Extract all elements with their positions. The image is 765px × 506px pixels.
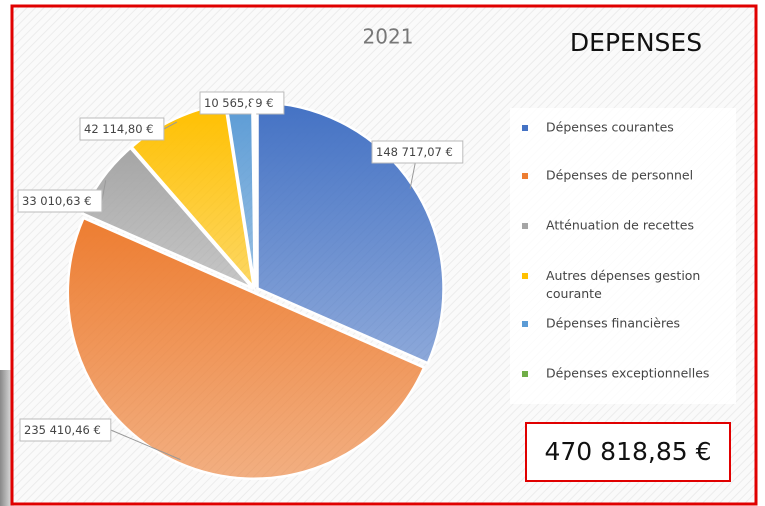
legend-swatch bbox=[522, 223, 528, 229]
legend-label: Dépenses de personnel bbox=[546, 168, 693, 183]
chart-title: 2021 bbox=[363, 25, 414, 49]
data-label: 235 410,46 € bbox=[24, 423, 101, 437]
legend-swatch bbox=[522, 273, 528, 279]
legend-swatch bbox=[522, 125, 528, 131]
legend-label: Dépenses courantes bbox=[546, 120, 674, 135]
total-box bbox=[525, 422, 731, 482]
total: 470 818,85 € bbox=[545, 437, 712, 466]
legend-swatch bbox=[522, 321, 528, 327]
data-label: 148 717,07 € bbox=[376, 145, 453, 159]
pie-slice bbox=[256, 101, 445, 365]
legend-label: Autres dépenses gestion courante bbox=[546, 268, 700, 301]
data-label: 33 010,63 € bbox=[22, 194, 92, 208]
data-label: 42 114,80 € bbox=[84, 122, 154, 136]
legend-swatch bbox=[522, 173, 528, 179]
label-box bbox=[79, 117, 165, 141]
label-box bbox=[199, 91, 285, 115]
data-label: 10 565,89 € bbox=[204, 96, 274, 110]
legend-swatch bbox=[522, 371, 528, 377]
label-box bbox=[17, 189, 103, 213]
label-box bbox=[19, 418, 112, 442]
heading: DEPENSES bbox=[570, 28, 702, 57]
leader-line bbox=[110, 429, 181, 461]
legend-label: Atténuation de recettes bbox=[546, 218, 694, 233]
pie-slice bbox=[80, 146, 254, 290]
pie-slice bbox=[66, 216, 426, 481]
legend-label: Dépenses financières bbox=[546, 316, 680, 331]
legend-box bbox=[510, 108, 736, 404]
label-box bbox=[371, 140, 464, 164]
leader-line bbox=[163, 121, 178, 130]
legend-label: Dépenses exceptionnelles bbox=[546, 366, 709, 381]
pie-slice bbox=[251, 99, 257, 288]
leader-line bbox=[101, 180, 107, 202]
